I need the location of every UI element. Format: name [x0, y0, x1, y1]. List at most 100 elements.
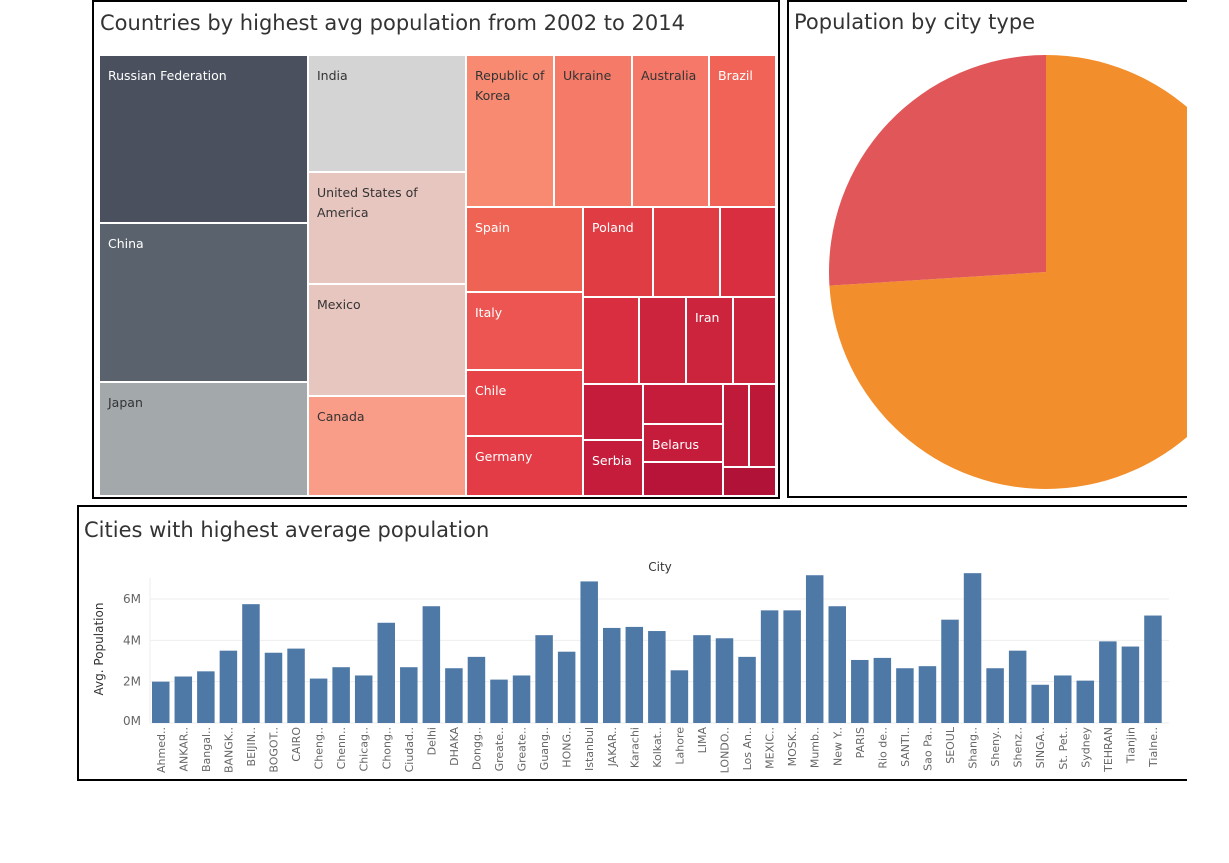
bar[interactable] [197, 671, 215, 723]
treemap-cell[interactable]: Poland [583, 207, 653, 297]
bar[interactable] [512, 675, 531, 723]
y-tick-label: 4M [123, 633, 141, 647]
bar[interactable] [400, 667, 418, 723]
x-tick-label: Dongg.. [470, 727, 483, 770]
bar[interactable] [557, 651, 576, 723]
treemap-cell[interactable]: Japan [99, 382, 308, 496]
bar[interactable] [941, 619, 959, 723]
treemap-cell[interactable]: Brazil [709, 55, 776, 207]
bar[interactable] [1008, 650, 1027, 723]
treemap-cell[interactable] [723, 467, 776, 496]
treemap-cell[interactable]: Russian Federation [99, 55, 308, 223]
pie-slice[interactable] [829, 55, 1187, 489]
treemap-cell[interactable] [639, 297, 686, 384]
bar[interactable] [1121, 646, 1140, 723]
bar[interactable] [693, 635, 711, 723]
treemap-label: Japan [108, 395, 143, 410]
x-tick-label: Rio de.. [876, 727, 889, 769]
treemap-cell[interactable]: Republic of Korea [466, 55, 554, 207]
treemap-cell[interactable]: Canada [308, 396, 466, 496]
bar[interactable] [873, 657, 892, 723]
treemap-cell[interactable] [643, 462, 723, 496]
x-tick-label: Chicag.. [358, 727, 371, 771]
bar[interactable] [1076, 680, 1095, 723]
x-tick-label: Bangal.. [200, 727, 213, 772]
x-tick-label: SANTI.. [899, 727, 912, 767]
treemap-cell[interactable] [583, 384, 643, 440]
treemap-cell[interactable] [583, 297, 639, 384]
treemap-cell[interactable] [749, 384, 776, 467]
bar[interactable] [490, 679, 508, 723]
bar[interactable] [1054, 675, 1072, 723]
bar[interactable] [264, 652, 283, 723]
bar[interactable] [332, 667, 350, 723]
x-tick-label: Tianjin [1124, 727, 1137, 764]
x-tick-label: Greate.. [493, 727, 506, 771]
treemap-label: Germany [475, 449, 533, 464]
bar[interactable] [625, 626, 644, 723]
bar[interactable] [648, 631, 666, 723]
x-tick-label: Sheny.. [989, 727, 1002, 767]
bar[interactable] [603, 627, 621, 723]
bar[interactable] [467, 656, 486, 723]
treemap-cell[interactable] [653, 207, 720, 297]
treemap-cell[interactable]: Chile [466, 370, 583, 436]
bar[interactable] [986, 668, 1004, 723]
treemap-cell[interactable]: Mexico [308, 284, 466, 396]
treemap-label: Brazil [718, 68, 753, 83]
bar[interactable] [354, 675, 373, 723]
treemap-cell[interactable]: Australia [632, 55, 709, 207]
bar[interactable] [377, 622, 396, 723]
x-tick-label: Chenn.. [335, 727, 348, 769]
bar[interactable] [219, 650, 238, 723]
treemap-cell[interactable]: Belarus [643, 424, 723, 462]
treemap-cell[interactable]: United States of America [308, 172, 466, 284]
treemap-cell[interactable] [643, 384, 723, 424]
x-tick-label: DHAKA [448, 727, 461, 766]
bar[interactable] [535, 635, 553, 723]
bar[interactable] [896, 668, 914, 723]
bar[interactable] [152, 681, 170, 723]
bar[interactable] [670, 670, 689, 723]
treemap-cell[interactable]: India [308, 55, 466, 172]
bar[interactable] [580, 581, 598, 723]
bar[interactable] [918, 666, 937, 723]
treemap-cell[interactable]: Serbia [583, 440, 643, 496]
x-tick-label: Kolkat.. [651, 727, 664, 768]
bar[interactable] [805, 575, 824, 723]
bar[interactable] [287, 648, 305, 723]
bar[interactable] [760, 610, 779, 723]
x-tick-label: LONDO.. [719, 727, 732, 773]
treemap-cell[interactable] [733, 297, 776, 384]
bar[interactable] [422, 606, 441, 723]
y-tick-label: 2M [123, 675, 141, 689]
treemap-panel: Countries by highest avg population from… [92, 0, 780, 499]
x-tick-label: CAIRO [290, 727, 303, 762]
bar[interactable] [1099, 641, 1117, 723]
bar[interactable] [963, 573, 982, 723]
x-tick-label: Sao Pa.. [921, 727, 934, 771]
x-tick-label: Cheng.. [313, 727, 326, 769]
bar[interactable] [242, 604, 260, 723]
treemap-cell[interactable]: Italy [466, 292, 583, 370]
bar[interactable] [445, 668, 463, 723]
treemap-cell[interactable] [720, 207, 776, 297]
x-tick-label: TEHRAN [1102, 727, 1115, 773]
bar[interactable] [174, 676, 193, 724]
bar[interactable] [738, 656, 756, 723]
treemap-cell[interactable]: China [99, 223, 308, 382]
bar[interactable] [1144, 615, 1162, 723]
treemap-cell[interactable]: Germany [466, 436, 583, 496]
treemap-cell[interactable]: Spain [466, 207, 583, 292]
bar[interactable] [851, 659, 869, 723]
bar[interactable] [309, 678, 328, 723]
bar[interactable] [715, 638, 734, 723]
treemap-cell[interactable]: Iran [686, 297, 733, 384]
bar[interactable] [828, 606, 847, 723]
treemap-cell[interactable]: Ukraine [554, 55, 632, 207]
pie-slice[interactable] [829, 55, 1046, 286]
bar[interactable] [783, 610, 801, 723]
treemap-label: Italy [475, 305, 503, 320]
treemap-cell[interactable] [723, 384, 749, 467]
bar[interactable] [1031, 684, 1049, 723]
